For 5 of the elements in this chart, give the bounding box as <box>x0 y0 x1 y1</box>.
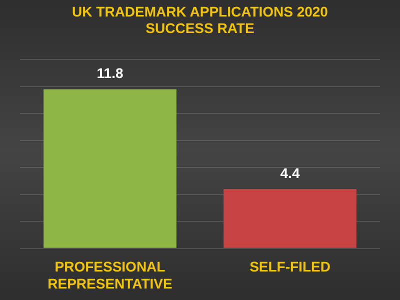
x-tick-label: PROFESSIONAL REPRESENTATIVE <box>48 258 172 292</box>
data-label: 4.4 <box>280 164 300 181</box>
chart-title: UK TRADEMARK APPLICATIONS 2020 SUCCESS RATE <box>72 3 328 36</box>
x-tick-label: SELF-FILED <box>250 258 330 275</box>
data-label: 11.8 <box>96 65 124 82</box>
